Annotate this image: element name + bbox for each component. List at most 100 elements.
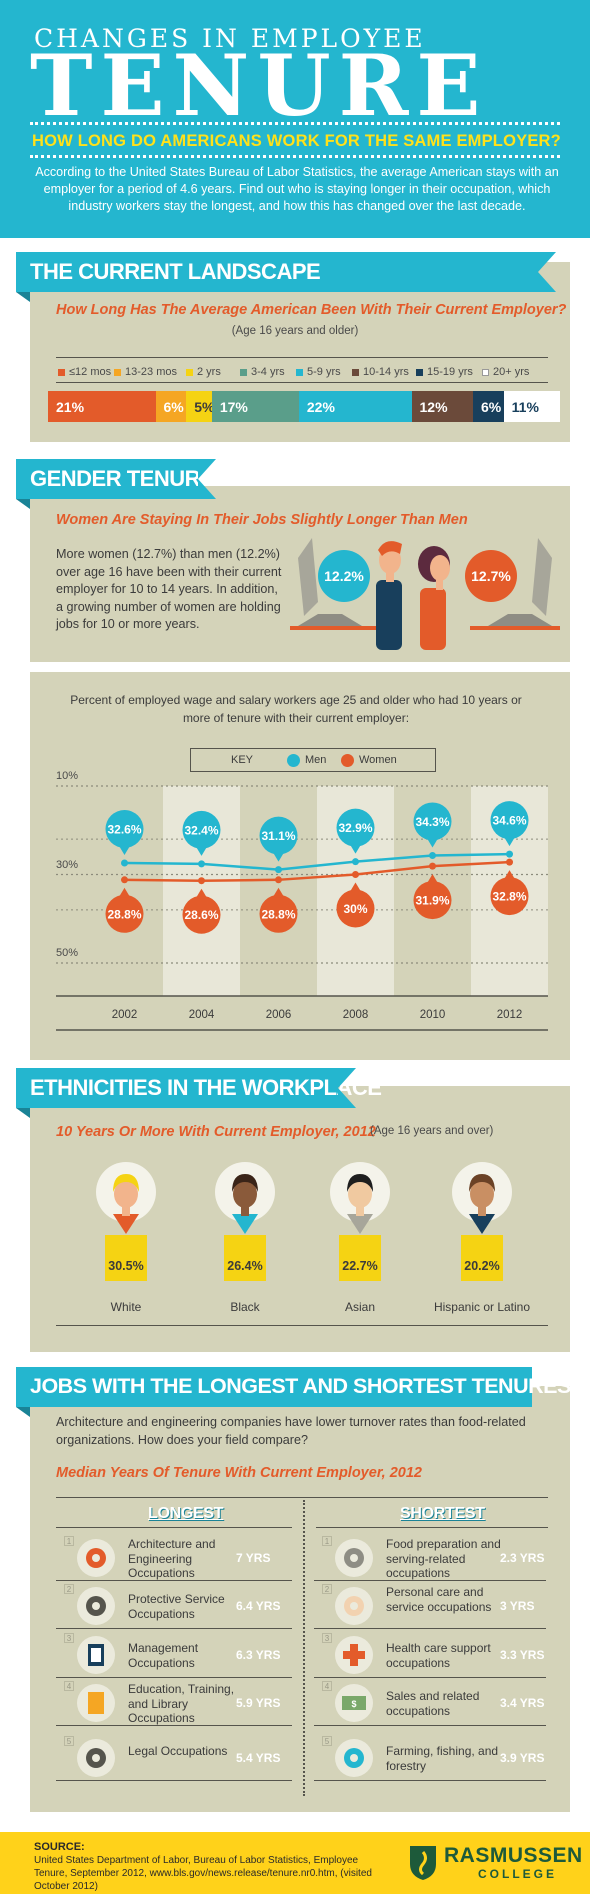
ethnicity-label: Hispanic or Latino xyxy=(433,1300,531,1314)
book-icon xyxy=(77,1684,115,1722)
bubble-circle xyxy=(259,816,298,855)
legend-swatch xyxy=(114,368,121,376)
job-rank: 2 xyxy=(322,1584,332,1594)
bubble-pointer xyxy=(272,887,285,898)
bubble-circle xyxy=(259,894,298,933)
data-label: 32.9% xyxy=(338,821,372,835)
data-label-bubble: 28.8% xyxy=(259,887,298,933)
bubble-circle xyxy=(105,809,144,848)
header-intro: According to the United States Bureau of… xyxy=(35,165,559,213)
women-value: 12.7% xyxy=(471,568,511,584)
data-label-bubble: 31.1% xyxy=(259,816,298,862)
landscape-subtitle: How Long Has The Average American Been W… xyxy=(56,302,567,318)
person-avatar-icon xyxy=(330,1162,390,1234)
x-tick-label: 2006 xyxy=(265,1009,292,1021)
footer: SOURCE: United States Department of Labo… xyxy=(0,1832,590,1894)
x-tick-label: 2008 xyxy=(342,1009,369,1021)
data-label-bubble: 32.8% xyxy=(490,870,529,916)
legend-key-label: KEY xyxy=(231,754,254,766)
ethnicity-subtitle: 10 Years Or More With Current Employer, … xyxy=(56,1124,376,1140)
legend-label: 20+ yrs xyxy=(493,366,530,378)
y-tick-label: 10% xyxy=(56,770,79,782)
bubble-pointer xyxy=(503,836,516,847)
jobs-intro: Architecture and engineering companies h… xyxy=(56,1415,526,1447)
job-years: 3.3 YRS xyxy=(500,1648,545,1662)
row-divider xyxy=(56,1780,292,1781)
job-name: Food preparation and serving-related occ… xyxy=(386,1537,501,1580)
x-tick-label: 2010 xyxy=(419,1009,446,1021)
tenure-line-chart: 32.6% 32.4% 31.1% 32.9% 34.3% 34.6% 28.8% 28.6%… xyxy=(56,785,548,1031)
jobs-panel xyxy=(30,1386,570,1812)
bubble-circle xyxy=(182,810,221,849)
ethnicity-note: (Age 16 years and over) xyxy=(370,1125,494,1137)
data-label: 28.8% xyxy=(107,907,141,921)
job-years: 3 YRS xyxy=(500,1599,535,1613)
series-line-men xyxy=(124,852,510,871)
bubble-circle xyxy=(413,802,452,841)
bubble-circle xyxy=(490,877,529,916)
legend-label: 3-4 yrs xyxy=(251,366,285,378)
bubble-pointer xyxy=(272,851,285,862)
data-label-bubble: 32.9% xyxy=(336,808,375,854)
divider xyxy=(30,122,560,125)
jobs-rule xyxy=(56,1497,548,1498)
row-divider xyxy=(56,1628,292,1629)
data-label: 34.6% xyxy=(492,814,526,828)
ethnicity-value: 26.4% xyxy=(224,1235,266,1281)
men-legend-icon xyxy=(287,754,300,767)
job-rank: 5 xyxy=(322,1736,332,1746)
job-name: Sales and related occupations xyxy=(386,1689,480,1718)
bar-segment: 5% xyxy=(186,391,213,422)
job-name: Legal Occupations xyxy=(128,1744,228,1758)
landscape-note: (Age 16 years and older) xyxy=(231,325,359,337)
bubble-circle xyxy=(182,895,221,934)
gender-text: More women (12.7%) than men (12.2%) over… xyxy=(56,547,282,631)
legend-item: ≤12 mos xyxy=(58,366,111,378)
data-label: 30% xyxy=(343,902,367,916)
bubble-pointer xyxy=(118,844,131,855)
legend-item: 13-23 mos xyxy=(114,366,177,378)
ethnicity-value: 20.2% xyxy=(461,1235,503,1281)
data-label: 32.6% xyxy=(107,822,141,836)
food-cloche-icon xyxy=(335,1539,373,1577)
row-divider xyxy=(314,1580,546,1581)
ethnicity-rule xyxy=(56,1325,548,1326)
job-name: Health care support occupations xyxy=(386,1641,491,1670)
source-label: SOURCE: xyxy=(34,1841,85,1853)
data-point xyxy=(506,850,513,858)
legend-label: 15-19 yrs xyxy=(427,366,473,378)
legend-swatch xyxy=(482,368,489,376)
data-label: 32.8% xyxy=(492,890,526,904)
women-value-bubble xyxy=(465,550,517,602)
job-name: Management Occupations xyxy=(128,1641,199,1670)
jobs-rule xyxy=(316,1527,548,1528)
chart-legend: KEY Men Women xyxy=(190,748,436,772)
brand-name: RASMUSSEN xyxy=(444,1844,583,1867)
data-label: 28.6% xyxy=(184,908,218,922)
ethnicity-banner: ETHNICITIES IN THE WORKPLACE xyxy=(16,1068,382,1118)
brand-sub: COLLEGE xyxy=(478,1867,558,1881)
women-legend-icon xyxy=(341,754,354,767)
bubble-pointer xyxy=(426,837,439,848)
ethnicity-value: 30.5% xyxy=(105,1235,147,1281)
divider xyxy=(30,155,560,158)
bar-segment: 22% xyxy=(298,391,412,422)
men-value: 12.2% xyxy=(324,568,364,584)
legend-swatch xyxy=(240,368,247,376)
job-years: 6.4 YRS xyxy=(236,1599,281,1613)
men-value-bubble xyxy=(318,550,370,602)
bubble-pointer xyxy=(503,870,516,881)
title-big: TENURE xyxy=(30,36,489,135)
source-text: United States Department of Labor, Burea… xyxy=(34,1855,372,1892)
data-point xyxy=(275,866,282,874)
x-tick-label: 2004 xyxy=(188,1009,215,1021)
bubble-pointer xyxy=(195,845,208,856)
rasmussen-logo-icon xyxy=(410,1846,436,1880)
bubble-circle xyxy=(336,889,375,928)
longest-heading: LONGEST xyxy=(148,1505,224,1522)
row-divider xyxy=(314,1725,546,1726)
data-label-bubble: 32.4% xyxy=(182,810,221,856)
bar-segment: 21% xyxy=(48,391,157,422)
bubble-pointer xyxy=(349,882,362,893)
legend-swatch xyxy=(58,368,65,376)
